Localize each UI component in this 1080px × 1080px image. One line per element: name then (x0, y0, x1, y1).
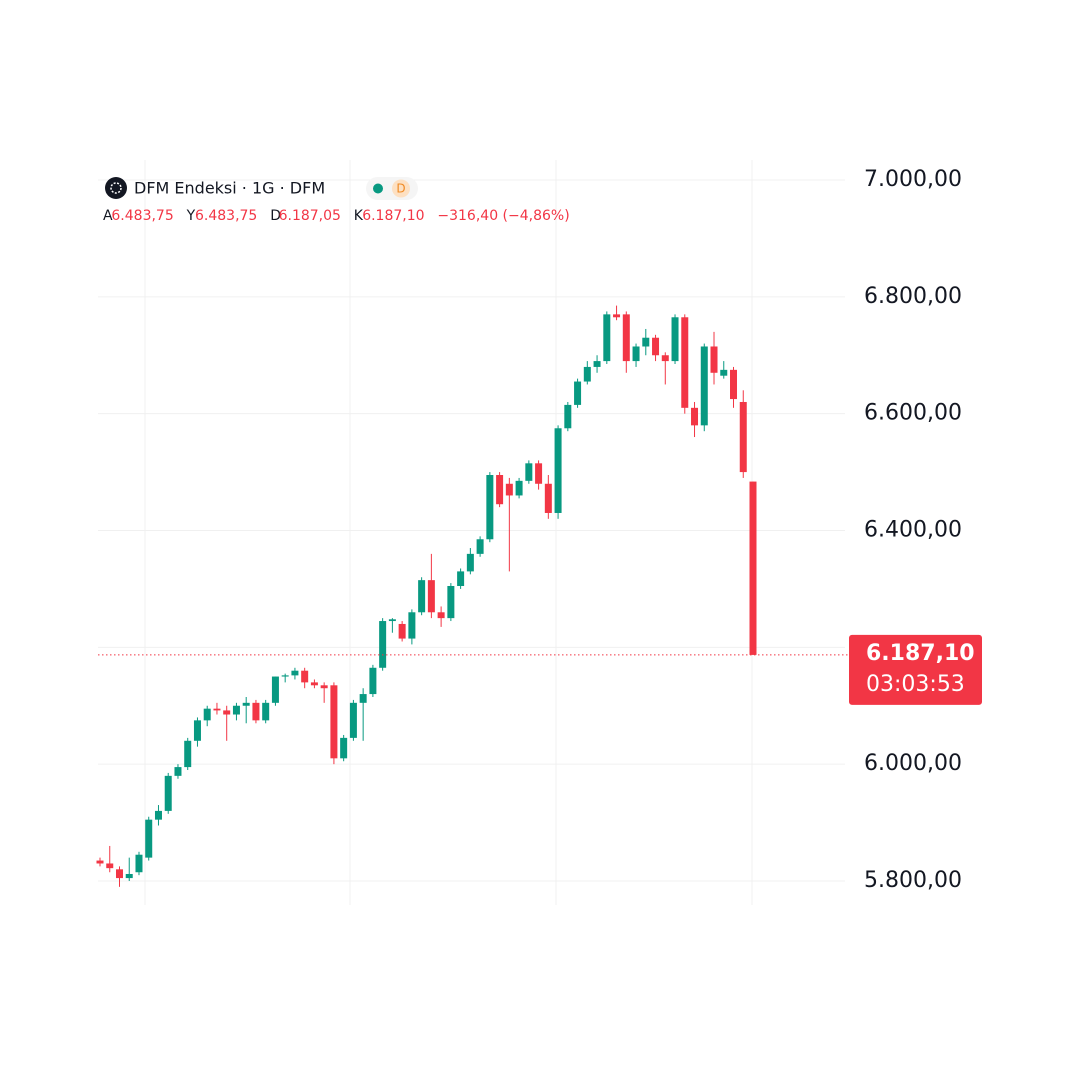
candle-body (106, 863, 114, 869)
candle-body (515, 480, 523, 496)
candle-body (310, 682, 318, 686)
ohlc-value: 6.483,75 (111, 208, 173, 224)
candle-body (164, 775, 172, 811)
candle-body (603, 314, 611, 362)
candle-body (135, 854, 143, 873)
chart-title: DFM Endeksi · 1G · DFM (134, 179, 325, 198)
candle-body (700, 346, 708, 426)
candle-body (525, 463, 533, 481)
candle-body (554, 428, 562, 513)
candle-body (457, 571, 465, 586)
candle-body (379, 621, 387, 668)
candle-body (544, 483, 552, 513)
candle-body (681, 317, 689, 408)
candle-body (359, 694, 367, 703)
symbol-icon-mark (110, 182, 122, 194)
price-tag (849, 634, 982, 705)
y-tick-label: 5.800,00 (864, 868, 962, 893)
candle-body (749, 481, 757, 655)
candle-body (564, 404, 572, 429)
ohlc-legend: A6.483,75 Y 6.483,75 D6.187,05 K 6.187,10 −316… (103, 208, 570, 224)
candle-body (340, 737, 348, 759)
candle-body (154, 810, 162, 820)
candle-body (447, 585, 455, 619)
candle-body (574, 381, 582, 405)
price-tag-countdown: 03:03:53 (866, 672, 965, 697)
candle-body (398, 623, 406, 639)
candle-body (466, 553, 474, 572)
candle-body (320, 685, 328, 689)
candle-body (418, 580, 426, 613)
candle-body (671, 317, 679, 362)
ohlc-key: A (103, 208, 113, 224)
candle-body (476, 539, 484, 554)
legend: DFM Endeksi · 1G · DFM D A6.483,75 Y 6.483… (103, 177, 570, 224)
candle-body (505, 483, 513, 496)
ohlc-value: 6.483,75 (195, 208, 257, 224)
candle-body (632, 346, 640, 362)
ohlc-key: D (270, 208, 281, 224)
candle-body (652, 337, 660, 356)
symbol-icon (105, 177, 127, 199)
y-tick-label: 6.000,00 (864, 751, 962, 776)
y-tick-label: 7.000,00 (864, 167, 962, 192)
candle-body (486, 475, 494, 540)
ohlc-value: 6.187,10 (362, 208, 424, 224)
y-tick-label: 6.600,00 (864, 401, 962, 426)
badge-bg (392, 179, 410, 198)
candle-body (496, 475, 504, 505)
y-tick-label: 6.800,00 (864, 284, 962, 309)
candle-body (388, 619, 396, 622)
candle-body (369, 667, 377, 695)
candle-body (291, 670, 299, 676)
ohlc-change: −316,40 (−4,86%) (437, 208, 569, 224)
candle-body (301, 670, 309, 683)
candle-body (739, 401, 747, 473)
badge: D (396, 182, 405, 196)
candle-body (720, 369, 728, 376)
candle-body (437, 612, 445, 619)
candle-body (203, 708, 211, 721)
candle-body (174, 767, 182, 776)
candle-body (252, 702, 260, 721)
candle-body (583, 366, 591, 382)
candle-body (223, 710, 231, 715)
candle-body (242, 702, 250, 706)
candle-body (622, 314, 630, 362)
candle-body (232, 705, 240, 715)
y-tick-label: 6.400,00 (864, 518, 962, 543)
candle-body (613, 314, 621, 318)
candle-body (145, 819, 153, 858)
candle-body (213, 708, 221, 711)
price-axis: 5.800,006.000,006.200,006.400,006.600,00… (864, 167, 962, 893)
candle-body (262, 702, 270, 721)
candle-body (730, 369, 738, 400)
candle-body (593, 361, 601, 367)
market-open-dot (373, 183, 383, 194)
candle-body (710, 346, 718, 373)
candle-body (184, 740, 192, 768)
grid (98, 160, 845, 905)
candle-body (642, 337, 650, 347)
candle-body (96, 860, 104, 864)
ohlc-key: Y (186, 208, 196, 224)
candle-body (408, 612, 416, 639)
candle-body (281, 675, 289, 677)
candles (96, 305, 757, 887)
candle-body (193, 720, 201, 741)
candle-body (535, 463, 543, 484)
candle-body (125, 873, 133, 879)
candle-body (115, 869, 123, 879)
ohlc-key: K (354, 208, 364, 224)
candle-body (691, 407, 699, 426)
candle-body (330, 685, 338, 759)
candle-body (349, 702, 357, 738)
ohlc-value: 6.187,05 (279, 208, 341, 224)
price-tag-value: 6.187,10 (866, 641, 975, 666)
candle-body (427, 580, 435, 613)
candle-body (661, 355, 669, 362)
candle-body (271, 676, 279, 703)
